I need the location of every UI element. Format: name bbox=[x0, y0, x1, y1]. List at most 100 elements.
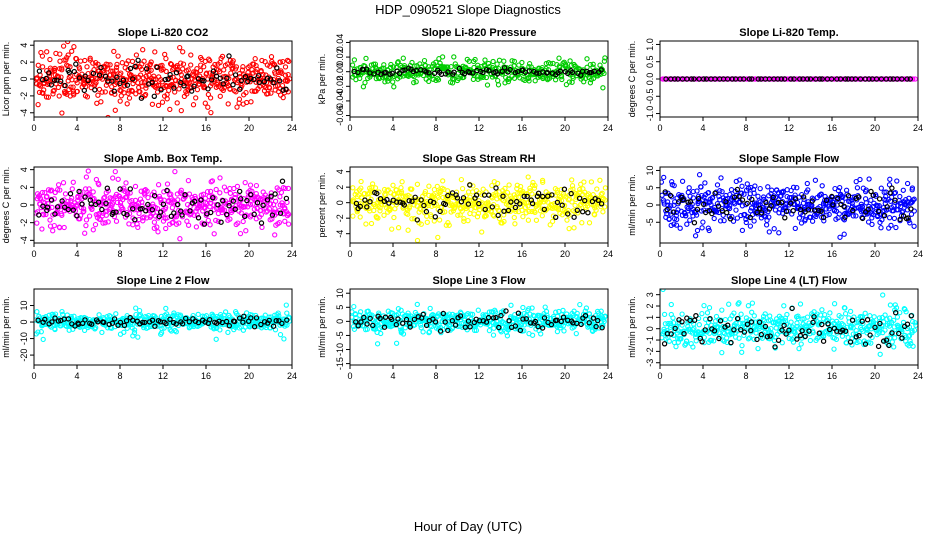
data-point bbox=[411, 216, 417, 222]
data-point-black bbox=[142, 208, 149, 214]
data-point bbox=[101, 195, 107, 201]
data-point-black bbox=[138, 95, 145, 101]
y-tick-label: 5 bbox=[335, 305, 345, 310]
data-point bbox=[233, 89, 239, 95]
data-point bbox=[84, 94, 91, 100]
data-point-black bbox=[423, 322, 430, 329]
data-point-black bbox=[899, 76, 905, 82]
data-point bbox=[470, 76, 477, 83]
data-point bbox=[807, 337, 814, 344]
data-point bbox=[51, 87, 57, 94]
data-point bbox=[793, 76, 800, 82]
data-point-black bbox=[724, 209, 730, 216]
data-point bbox=[119, 60, 125, 66]
data-point-black bbox=[400, 320, 406, 326]
data-point-black bbox=[242, 73, 249, 80]
data-point bbox=[745, 214, 751, 220]
data-point bbox=[210, 70, 216, 77]
data-point-black bbox=[584, 68, 590, 75]
data-point bbox=[272, 206, 278, 212]
data-point bbox=[234, 183, 241, 190]
data-point-black bbox=[818, 208, 824, 214]
data-point bbox=[523, 210, 529, 216]
data-point-black bbox=[506, 318, 512, 324]
data-point-black bbox=[442, 319, 448, 325]
data-point-black bbox=[111, 316, 118, 322]
data-point bbox=[769, 187, 775, 193]
data-point bbox=[891, 199, 898, 205]
data-point bbox=[155, 182, 162, 188]
point-series bbox=[34, 302, 292, 343]
x-tick-label: 20 bbox=[560, 123, 570, 133]
data-point bbox=[46, 73, 53, 79]
panel-title: Slope Line 2 Flow bbox=[117, 275, 210, 287]
data-point-black bbox=[95, 199, 102, 205]
point-series bbox=[660, 172, 917, 240]
data-point bbox=[711, 215, 717, 222]
data-point-black bbox=[226, 202, 232, 209]
data-point bbox=[37, 196, 44, 202]
data-point-black bbox=[672, 76, 678, 82]
data-point bbox=[431, 218, 437, 224]
y-tick-label: 2 bbox=[335, 185, 345, 190]
data-point bbox=[121, 329, 127, 335]
data-point bbox=[377, 208, 383, 214]
data-point-black bbox=[149, 79, 155, 86]
data-point bbox=[411, 73, 417, 80]
data-point-black bbox=[95, 319, 101, 325]
data-point bbox=[843, 187, 850, 193]
data-point bbox=[540, 179, 546, 185]
data-point bbox=[547, 61, 554, 67]
data-point-black bbox=[120, 77, 127, 84]
data-point bbox=[597, 177, 603, 183]
data-point bbox=[163, 55, 169, 62]
data-point bbox=[44, 49, 50, 55]
data-point-black bbox=[103, 200, 109, 206]
data-point-black bbox=[907, 76, 914, 82]
data-point bbox=[129, 88, 136, 94]
data-point-black bbox=[98, 64, 104, 71]
data-point-black bbox=[423, 69, 429, 75]
data-point bbox=[695, 193, 702, 199]
data-point-black bbox=[470, 70, 476, 76]
point-series bbox=[350, 301, 608, 347]
data-point bbox=[282, 72, 289, 78]
data-point bbox=[65, 198, 71, 205]
data-point bbox=[837, 234, 843, 240]
data-point bbox=[569, 183, 576, 189]
data-point bbox=[678, 336, 684, 342]
data-point bbox=[743, 219, 749, 226]
data-point bbox=[846, 315, 852, 321]
data-point-black bbox=[670, 209, 677, 215]
data-point-black bbox=[187, 208, 193, 214]
data-point-black bbox=[123, 318, 130, 324]
y-tick-label: 0.0 bbox=[645, 73, 655, 86]
data-point bbox=[539, 177, 546, 184]
data-point-black bbox=[830, 202, 836, 208]
data-point bbox=[166, 87, 172, 94]
data-point bbox=[486, 327, 493, 334]
data-point bbox=[155, 229, 161, 235]
data-point bbox=[39, 226, 45, 232]
data-point-black bbox=[701, 201, 707, 207]
x-tick-label: 20 bbox=[560, 371, 570, 381]
x-tick-label: 16 bbox=[201, 371, 211, 381]
data-point bbox=[706, 330, 713, 336]
data-point-black bbox=[279, 178, 286, 184]
y-tick-label: -2 bbox=[19, 92, 29, 100]
x-tick-label: 8 bbox=[117, 371, 122, 381]
y-tick-label: 0 bbox=[19, 319, 29, 324]
data-point bbox=[564, 217, 570, 223]
data-point bbox=[462, 321, 469, 327]
data-point bbox=[141, 214, 147, 220]
y-tick-label: 0 bbox=[19, 202, 29, 207]
data-point bbox=[715, 76, 721, 82]
y-tick-label: 0.04 bbox=[335, 34, 345, 52]
data-point-black bbox=[223, 211, 230, 218]
data-point bbox=[826, 315, 832, 322]
data-point-black bbox=[253, 315, 260, 321]
data-point-black bbox=[664, 206, 670, 213]
data-point bbox=[272, 198, 279, 204]
data-point bbox=[177, 236, 183, 242]
